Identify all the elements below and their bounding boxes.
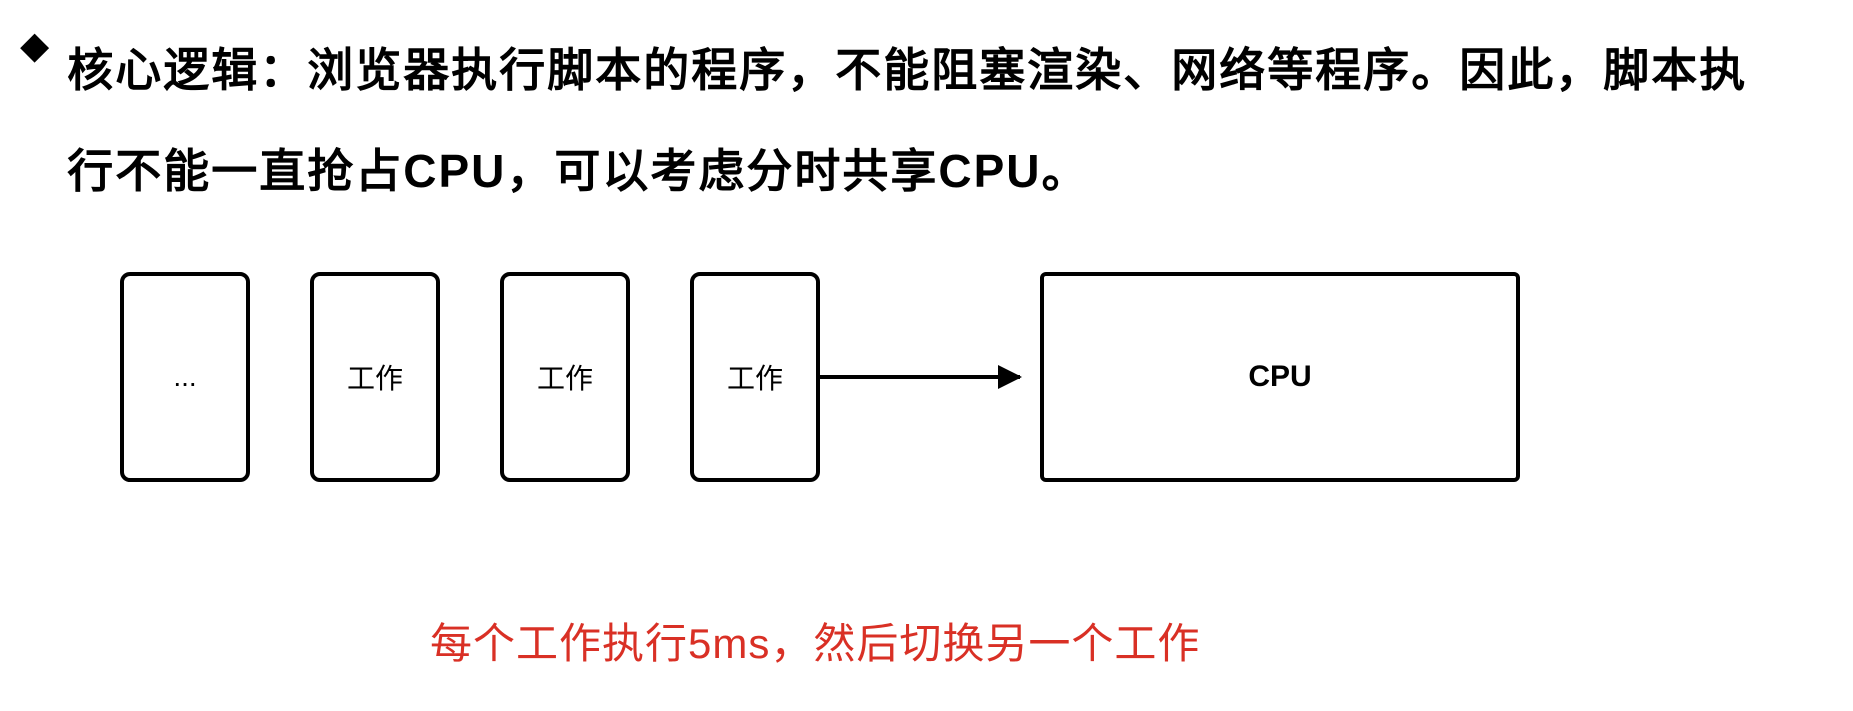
cpu-box: CPU <box>1040 272 1520 482</box>
arrow-to-cpu <box>820 375 1020 379</box>
diagram-area: ... 工作 工作 工作 CPU <box>120 272 1853 502</box>
task-box-2: 工作 <box>500 272 630 482</box>
heading-section: ◆ 核心逻辑：浏览器执行脚本的程序，不能阻塞渲染、网络等程序。因此，脚本执行不能… <box>0 0 1853 222</box>
heading-line: ◆ 核心逻辑：浏览器执行脚本的程序，不能阻塞渲染、网络等程序。因此，脚本执行不能… <box>20 20 1783 222</box>
bullet-icon: ◆ <box>20 20 49 73</box>
caption-text: 每个工作执行5ms，然后切换另一个工作 <box>430 610 1200 671</box>
task-box-ellipsis: ... <box>120 272 250 482</box>
task-box-3: 工作 <box>690 272 820 482</box>
task-box-1: 工作 <box>310 272 440 482</box>
heading-text: 核心逻辑：浏览器执行脚本的程序，不能阻塞渲染、网络等程序。因此，脚本执行不能一直… <box>67 20 1783 222</box>
